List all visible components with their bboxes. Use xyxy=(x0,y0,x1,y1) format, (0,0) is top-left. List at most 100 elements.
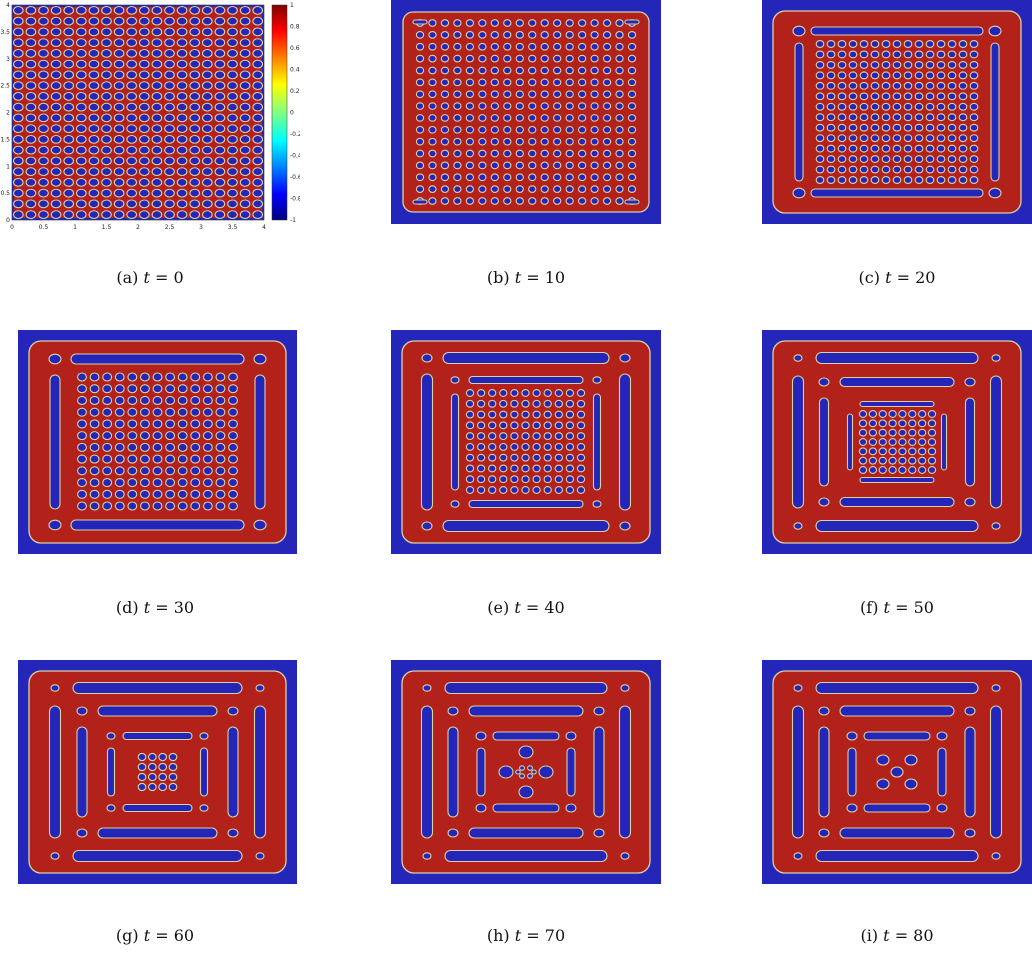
blue-droplet xyxy=(969,71,979,80)
blue-droplet xyxy=(815,165,825,174)
blue-droplet xyxy=(176,113,188,123)
blue-droplet xyxy=(201,16,213,26)
blue-droplet xyxy=(615,90,624,99)
blue-corner-dot xyxy=(76,706,88,716)
blue-droplet xyxy=(914,81,924,90)
blue-droplet xyxy=(151,16,163,26)
blue-droplet xyxy=(490,161,499,170)
blue-droplet xyxy=(12,16,24,26)
blue-droplet xyxy=(177,431,188,441)
blue-droplet xyxy=(917,419,927,428)
blue-droplet xyxy=(176,27,188,37)
blue-droplet xyxy=(227,134,238,144)
panel-f-plot xyxy=(762,330,1032,554)
blue-droplet xyxy=(88,59,100,69)
blue-droplet xyxy=(590,185,599,193)
blue-droplet xyxy=(428,185,437,193)
blue-droplet xyxy=(428,78,437,87)
blue-droplet xyxy=(488,410,497,419)
blue-droplet xyxy=(164,27,175,37)
blue-droplet xyxy=(127,454,138,464)
blue-droplet xyxy=(510,486,519,494)
blue-droplet xyxy=(202,384,213,394)
blue-droplet xyxy=(837,60,847,69)
blue-droplet xyxy=(465,464,475,473)
colorbar-tick-label: 0 xyxy=(290,110,294,117)
blue-droplet xyxy=(515,31,524,39)
blue-droplet xyxy=(190,477,201,488)
blue-droplet xyxy=(532,421,541,430)
blue-droplet xyxy=(936,144,946,153)
blue-droplet xyxy=(12,156,24,166)
blue-droplet xyxy=(936,50,946,59)
blue-droplet xyxy=(147,782,157,792)
blue-droplet xyxy=(428,31,437,39)
blue-droplet xyxy=(590,197,599,205)
blue-droplet xyxy=(88,81,100,91)
caption-f: (f) t = 50 xyxy=(860,598,934,617)
blue-droplet xyxy=(139,395,150,406)
blue-droplet xyxy=(227,177,238,187)
blue-corner-dot xyxy=(991,684,1001,692)
blue-droplet xyxy=(914,165,924,174)
blue-droplet xyxy=(138,134,150,144)
blue-droplet xyxy=(917,456,927,465)
blue-droplet xyxy=(227,167,238,177)
blue-corner-dot xyxy=(106,732,116,740)
x-tick-label: 0 xyxy=(10,224,14,231)
blue-corner-dot xyxy=(475,803,487,813)
blue-droplet xyxy=(528,125,537,134)
blue-droplet xyxy=(903,71,913,80)
blue-droplet xyxy=(63,59,75,69)
blue-droplet xyxy=(137,752,147,762)
blue-droplet xyxy=(870,176,880,184)
blue-corner-dot xyxy=(199,804,209,812)
blue-droplet xyxy=(252,177,264,187)
blue-droplet xyxy=(113,5,125,15)
blue-droplet xyxy=(476,399,486,408)
blue-droplet xyxy=(553,31,562,39)
pattern-group xyxy=(420,351,632,533)
blue-droplet xyxy=(936,165,946,174)
y-tick-label: 0 xyxy=(6,217,10,224)
blue-droplet xyxy=(164,145,175,155)
blue-droplet xyxy=(126,124,138,134)
blue-droplet xyxy=(201,188,213,198)
blue-droplet xyxy=(510,475,519,484)
blue-droplet xyxy=(38,188,49,198)
blue-droplet xyxy=(164,177,175,187)
blue-corner-dot xyxy=(936,731,948,741)
blue-droplet xyxy=(576,442,586,451)
blue-droplet xyxy=(89,384,100,394)
blue-droplet xyxy=(815,144,825,153)
blue-droplet xyxy=(602,19,612,27)
blue-droplet xyxy=(113,91,125,101)
blue-droplet xyxy=(543,442,552,451)
blue-droplet xyxy=(165,384,176,394)
blue-droplet xyxy=(63,199,75,209)
blue-droplet xyxy=(252,199,264,209)
blue-droplet xyxy=(147,772,157,782)
blue-droplet xyxy=(969,40,979,48)
blue-droplet xyxy=(126,16,138,26)
blue-droplet xyxy=(176,134,188,144)
blue-bar-right xyxy=(940,413,948,471)
blue-droplet xyxy=(615,31,624,39)
blue-droplet xyxy=(101,113,112,123)
blue-bar-right xyxy=(253,705,267,839)
blue-droplet xyxy=(239,59,251,69)
blue-droplet xyxy=(227,199,238,209)
blue-droplet xyxy=(127,407,138,417)
blue-droplet xyxy=(528,102,537,110)
blue-droplet xyxy=(113,38,125,48)
blue-droplet xyxy=(908,466,917,474)
blue-droplet xyxy=(63,113,75,123)
blue-droplet xyxy=(114,395,125,406)
blue-droplet xyxy=(38,102,49,112)
blue-droplet xyxy=(540,137,549,146)
blue-droplet xyxy=(590,54,599,63)
blue-corner-dot xyxy=(447,706,459,716)
blue-droplet xyxy=(12,102,24,112)
blue-corner-dot xyxy=(988,25,1002,37)
blue-droplet xyxy=(499,432,508,441)
